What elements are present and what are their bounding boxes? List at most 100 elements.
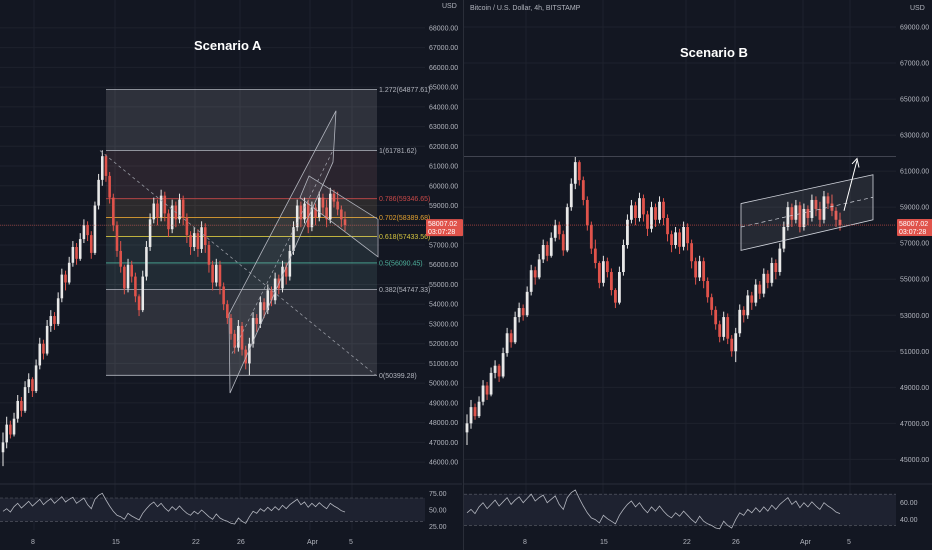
candle-body <box>119 250 122 267</box>
candle-body <box>16 400 19 419</box>
y-tick-label: 51000.00 <box>429 361 458 368</box>
pane-divider[interactable] <box>463 0 464 550</box>
fib-level-label: 1(61781.62) <box>379 148 417 155</box>
y-tick-label: 67000.00 <box>900 61 929 68</box>
candle-body <box>240 325 244 350</box>
candle-body <box>738 309 742 334</box>
candle-body <box>830 203 834 211</box>
y-tick-label: 54000.00 <box>429 302 458 309</box>
candle-body <box>262 302 266 311</box>
candle-body <box>152 203 156 220</box>
candle-body <box>597 263 601 283</box>
ascending-channel <box>740 174 874 251</box>
last-price-value: 58007.02 <box>428 221 457 228</box>
candle-body <box>634 205 637 218</box>
candle-body <box>281 266 284 289</box>
rsi-tick-label: 25.00 <box>429 524 447 531</box>
candle-body <box>226 304 229 319</box>
candle-body <box>794 205 798 220</box>
x-tick-label: 15 <box>112 539 120 546</box>
candle-body <box>196 233 200 249</box>
candle-body <box>49 316 53 326</box>
candle-body <box>1 442 5 453</box>
fib-zone <box>106 89 377 151</box>
candle-body <box>658 201 661 220</box>
candle-body <box>64 274 67 283</box>
fib-zone <box>106 150 377 199</box>
candle-body <box>497 365 501 377</box>
candle-body <box>123 266 126 289</box>
candle-body <box>130 264 133 277</box>
y-tick-label: 45000.00 <box>900 457 929 464</box>
candle-body <box>251 318 255 344</box>
currency-label: USD <box>910 5 925 12</box>
candle-body <box>609 272 613 291</box>
candle-body <box>45 325 49 354</box>
candle-body <box>200 227 203 249</box>
last-price-tag <box>426 219 463 237</box>
candle-body <box>126 264 130 289</box>
candle-body <box>569 183 573 208</box>
fib-level-label: 0.5(56090.45) <box>379 260 423 267</box>
candle-body <box>706 281 710 298</box>
candle-body <box>86 225 89 236</box>
candle-body <box>810 199 814 218</box>
candle-body <box>529 270 533 292</box>
candle-body <box>730 338 734 352</box>
projection-arrow <box>843 160 858 211</box>
y-tick-label: 63000.00 <box>900 133 929 140</box>
candle-body <box>343 219 347 226</box>
candle-body <box>573 162 577 184</box>
rising-channel-midline <box>231 148 335 354</box>
candle-body <box>233 333 236 348</box>
candle-body <box>20 400 23 411</box>
fib-level-label: 0.702(58389.68) <box>379 215 430 222</box>
candle-body <box>826 196 830 204</box>
candle-body <box>137 296 141 311</box>
candle-body <box>321 197 325 208</box>
rsi-line <box>2 492 346 525</box>
candle-body <box>638 198 641 218</box>
x-tick-label: 5 <box>349 539 353 546</box>
candle-body <box>517 308 521 318</box>
chart-title: Scenario A <box>194 38 262 53</box>
y-tick-label: 50000.00 <box>429 381 458 388</box>
candle-body <box>646 214 649 229</box>
rsi-band <box>0 498 425 522</box>
candle-body <box>89 235 93 253</box>
candle-body <box>605 261 609 273</box>
candle-body <box>93 205 97 253</box>
candle-body <box>802 208 806 227</box>
candle-body <box>622 245 625 273</box>
y-tick-label: 47000.00 <box>900 421 929 428</box>
candle-body <box>565 207 569 251</box>
candle-body <box>714 309 718 325</box>
candle-body <box>295 205 299 228</box>
fib-level-label: 1.272(64877.61) <box>379 87 430 94</box>
rsi-band <box>464 494 896 526</box>
candle-body <box>537 259 541 278</box>
scenario-b-chart[interactable]: 69000.00 67000.00 65000.00 63000.00 61000.00… <box>464 0 932 550</box>
candle-body <box>577 162 581 181</box>
scenario-a-chart[interactable]: 1.272(64877.61) 1(61781.62) 0.786(59346.65… <box>0 0 463 550</box>
candle-body <box>678 232 681 247</box>
candle-body <box>798 205 802 227</box>
candle-body <box>722 317 726 337</box>
y-tick-label: 53000.00 <box>900 313 929 320</box>
candle-body <box>626 219 629 245</box>
candle-body <box>589 225 593 249</box>
candle-body <box>310 207 314 228</box>
candle-body <box>314 207 317 218</box>
candle-body <box>167 213 170 230</box>
candle-body <box>549 237 553 256</box>
candle-body <box>237 325 240 348</box>
y-tick-label: 61000.00 <box>429 164 458 171</box>
last-price-value: 58007.02 <box>899 221 928 228</box>
candle-body <box>67 262 71 283</box>
candle-body <box>698 261 702 278</box>
candle-body <box>163 195 167 214</box>
scenario-a-svg: 1.272(64877.61) 1(61781.62) 0.786(59346.65… <box>0 0 463 546</box>
candle-body <box>806 208 810 218</box>
candle-body <box>581 180 585 200</box>
rsi-tick-label: 50.00 <box>429 508 447 515</box>
